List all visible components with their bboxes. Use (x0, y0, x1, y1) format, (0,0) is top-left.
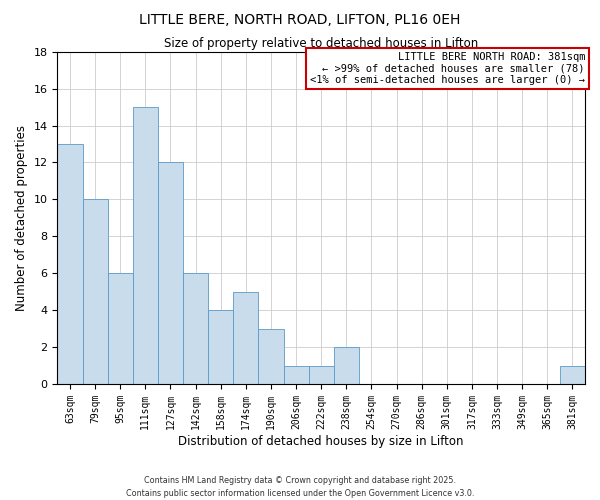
Bar (560, 366, 585, 384)
Bar (259, 328, 284, 384)
Bar (183, 273, 208, 384)
Bar (308, 366, 334, 384)
Bar (208, 310, 233, 384)
Bar (133, 107, 158, 384)
Text: LITTLE BERE, NORTH ROAD, LIFTON, PL16 0EH: LITTLE BERE, NORTH ROAD, LIFTON, PL16 0E… (139, 12, 461, 26)
Title: Size of property relative to detached houses in Lifton: Size of property relative to detached ho… (164, 38, 478, 51)
Bar (107, 273, 133, 384)
Bar (83, 200, 107, 384)
Bar (284, 366, 308, 384)
X-axis label: Distribution of detached houses by size in Lifton: Distribution of detached houses by size … (178, 434, 464, 448)
Text: LITTLE BERE NORTH ROAD: 381sqm
← >99% of detached houses are smaller (78)
<1% of: LITTLE BERE NORTH ROAD: 381sqm ← >99% of… (310, 52, 585, 85)
Text: Contains HM Land Registry data © Crown copyright and database right 2025.
Contai: Contains HM Land Registry data © Crown c… (126, 476, 474, 498)
Bar (334, 347, 359, 384)
Bar (233, 292, 259, 384)
Bar (158, 162, 183, 384)
Y-axis label: Number of detached properties: Number of detached properties (15, 125, 28, 311)
Bar (58, 144, 83, 384)
